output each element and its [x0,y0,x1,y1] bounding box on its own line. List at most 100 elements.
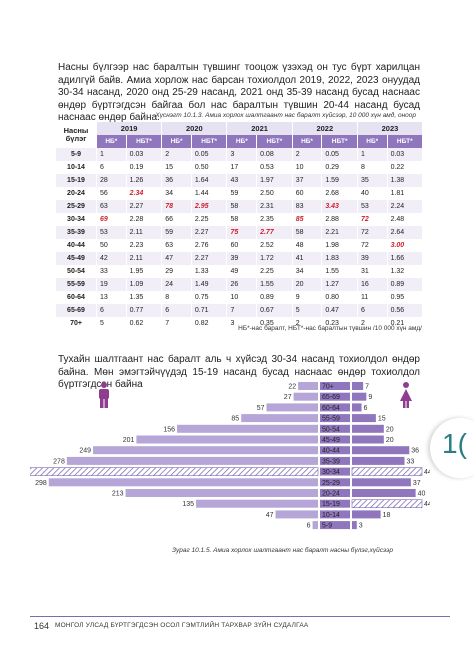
table-row: 70+ 5 0.62 7 0.82 3 0.35 2 0.23 2 0.21 [56,317,422,330]
rate-cell: 2.50 [256,187,293,200]
table-row: 45-49 42 2.11 47 2.27 39 1.72 41 1.83 39 1.66 [56,252,422,265]
age-box [320,456,350,465]
rate-cell: 3.00 [386,239,422,252]
female-bar [352,435,384,444]
rate-header: НБТ* [386,135,422,148]
age-box [320,489,350,497]
rate-cell: 0.21 [386,317,422,330]
female-bar [352,414,376,423]
rate-cell: 0.29 [321,161,358,174]
rate-cell: 2.24 [386,200,422,213]
male-value-label: 201 [123,437,135,444]
male-bar [177,424,318,433]
female-bar [352,446,410,455]
female-bar [352,382,364,390]
rate-cell: 2.68 [321,187,358,200]
rate-cell: 1.38 [386,174,422,187]
table-row: 5-9 1 0.03 2 0.05 3 0.08 2 0.05 1 0.03 [56,148,422,161]
rate-cell: 2.48 [386,213,422,226]
rate-cell: 2.28 [125,213,162,226]
count-cell: 47 [161,252,192,265]
rate-cell: 0.47 [321,304,358,317]
age-box [320,467,350,476]
rate-cell: 2.35 [256,213,293,226]
male-value-label: 135 [182,501,194,508]
rate-header: НБТ* [125,135,162,148]
count-cell: 2 [356,317,388,330]
rate-cell: 0.67 [256,304,293,317]
rate-header: НБТ* [256,135,293,148]
count-cell: 85 [291,213,322,226]
count-cell: 36 [161,174,192,187]
rate-cell: 1.55 [321,265,358,278]
table-row: 25-29 63 2.27 78 2.95 58 2.31 83 3.43 53 2.24 [56,200,422,213]
male-bar [298,382,318,390]
age-group-cell: 70+ [56,317,97,330]
rate-cell: 2.27 [190,226,227,239]
rate-cell: 2.34 [125,187,162,200]
rate-cell: 1.98 [321,239,358,252]
count-cell: 20 [291,278,322,291]
count-cell: 29 [161,265,192,278]
count-cell: 39 [226,252,257,265]
count-cell: 59 [161,226,192,239]
count-cell: 63 [96,200,127,213]
male-value-label: 249 [79,448,91,455]
male-bar [196,499,318,508]
rate-cell: 1.32 [386,265,422,278]
male-value-label: 47 [266,512,274,519]
rate-cell: 2.27 [190,252,227,265]
female-bar [352,456,405,465]
count-cell: 72 [356,226,388,239]
count-cell: 10 [291,161,322,174]
rate-cell: 0.62 [125,317,162,330]
rate-cell: 1.95 [125,265,162,278]
count-cell: 34 [291,265,322,278]
chart-intro-paragraph: Тухайн шалтгаант нас баралт аль ч хүйсэд… [58,354,420,390]
count-cell: 3 [226,148,257,161]
male-bar [136,435,318,444]
age-group-cell: 25-29 [56,200,97,213]
count-cell: 58 [291,226,322,239]
female-bar [351,467,423,476]
age-group-label: 50-54 [322,426,340,433]
count-cell: 75 [226,226,257,239]
rate-cell: 3.43 [321,200,358,213]
rate-cell: 2.52 [256,239,293,252]
male-value-label: 27 [284,394,292,401]
count-cell: 60 [226,239,257,252]
rate-cell: 1.55 [256,278,293,291]
age-box [320,499,350,508]
rate-cell: 0.80 [321,291,358,304]
rate-cell: 1.33 [190,265,227,278]
age-group-cell: 20-24 [56,187,97,200]
age-sex-pyramid-chart: 22 70+ 7 27 65-69 9 57 60-64 6 85 55-59 15 156 50-54 2… [30,382,430,530]
count-cell: 69 [96,213,127,226]
count-cell: 78 [161,200,192,213]
female-bar [351,499,423,508]
male-bar [266,403,318,412]
rate-cell: 2.11 [125,226,162,239]
table-row: 55-59 19 1.09 24 1.49 26 1.55 20 1.27 16 0.89 [56,278,422,291]
table-row: 50-54 33 1.95 29 1.33 49 2.25 34 1.55 31 1.32 [56,265,422,278]
rate-cell: 2.27 [125,200,162,213]
count-cell: 33 [96,265,127,278]
age-box [320,414,350,423]
age-group-cell: 15-19 [56,174,97,187]
rate-cell: 0.35 [256,317,293,330]
count-cell: 59 [226,187,257,200]
count-cell: 2 [291,317,322,330]
female-figure-icon [400,382,412,408]
age-box [320,424,350,433]
female-bar [352,478,411,487]
count-cell: 66 [161,213,192,226]
count-cell: 31 [356,265,388,278]
count-cell: 72 [356,213,388,226]
male-bar [241,414,318,423]
male-bar [93,446,319,455]
male-bar [312,521,318,530]
count-header: НБ* [291,135,322,148]
age-group-cell: 45-49 [56,252,97,265]
count-header: НБ* [226,135,257,148]
year-header: 2019 [95,122,162,135]
